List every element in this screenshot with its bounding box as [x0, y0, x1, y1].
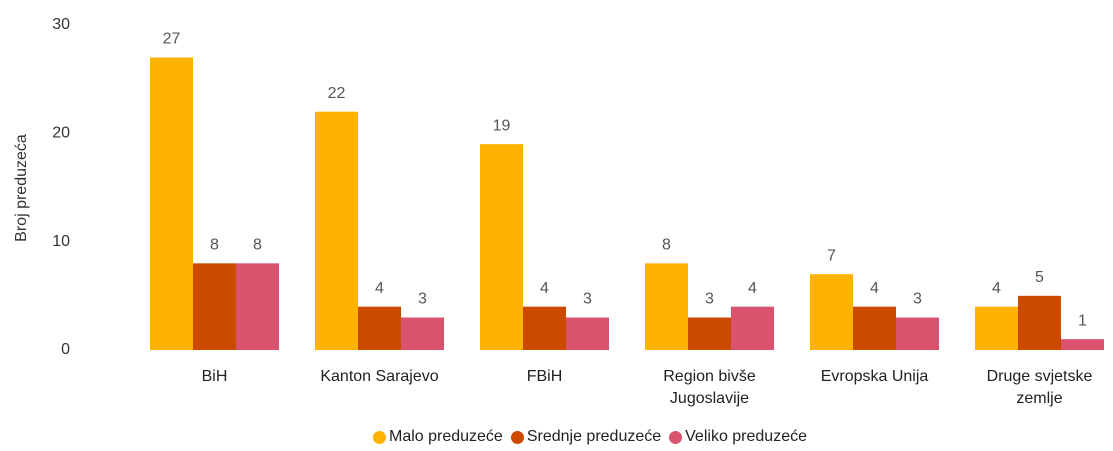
value-label: 4 — [870, 280, 879, 297]
bar — [810, 274, 853, 350]
value-label: 3 — [705, 291, 714, 308]
legend-label: Malo preduzeće — [388, 428, 503, 445]
value-label: 8 — [210, 237, 219, 254]
legend: Malo preduzeće Srednje preduzeće Veliko pr… — [0, 428, 1113, 446]
x-tick-label: FBiH — [526, 368, 563, 385]
bar — [523, 306, 566, 350]
value-label: 3 — [913, 291, 922, 308]
value-label: 1 — [1078, 312, 1087, 329]
x-tick-label: Evropska Unija — [820, 368, 929, 385]
bar — [1061, 339, 1104, 350]
y-tick-label: 0 — [61, 341, 70, 358]
bar — [193, 263, 236, 350]
value-label: 22 — [328, 85, 346, 102]
value-label: 8 — [662, 237, 671, 254]
legend-swatch — [372, 430, 386, 444]
value-label: 7 — [827, 247, 836, 264]
bar — [1018, 295, 1061, 350]
value-label: 8 — [253, 237, 262, 254]
value-label: 3 — [418, 291, 427, 308]
x-tick-label: BiH — [201, 368, 228, 385]
bar — [688, 317, 731, 350]
bar — [566, 317, 609, 350]
legend-swatch — [510, 430, 524, 444]
value-label: 19 — [493, 117, 511, 134]
value-label: 4 — [748, 280, 757, 297]
bar — [896, 317, 939, 350]
y-tick-label: 30 — [52, 16, 70, 33]
bar — [853, 306, 896, 350]
value-label: 27 — [163, 31, 181, 48]
y-axis-title: Broj preduzeća — [13, 134, 30, 242]
legend-item: Veliko preduzeće — [669, 428, 807, 446]
bar — [358, 306, 401, 350]
bar — [731, 306, 774, 350]
value-label: 4 — [540, 280, 549, 297]
legend-item: Malo preduzeće — [372, 428, 503, 446]
x-tick-label: Region bivše Jugoslavije — [663, 368, 756, 407]
bar — [401, 317, 444, 350]
x-tick-label: Druge svjetske zemlje — [986, 368, 1093, 407]
bar — [150, 57, 193, 350]
bar — [236, 263, 279, 350]
value-label: 4 — [375, 280, 384, 297]
bar — [975, 306, 1018, 350]
value-label: 3 — [583, 291, 592, 308]
y-tick-label: 10 — [52, 233, 70, 250]
value-label: 5 — [1035, 269, 1044, 286]
legend-item: Srednje preduzeće — [510, 428, 662, 446]
legend-label: Veliko preduzeće — [685, 428, 807, 445]
y-tick-label: 20 — [52, 125, 70, 142]
bar — [480, 144, 523, 350]
x-tick-label: Kanton Sarajevo — [320, 368, 439, 385]
bar — [645, 263, 688, 350]
legend-swatch — [669, 430, 683, 444]
bar — [315, 111, 358, 351]
value-label: 4 — [992, 280, 1001, 297]
legend-label: Srednje preduzeće — [526, 428, 662, 445]
